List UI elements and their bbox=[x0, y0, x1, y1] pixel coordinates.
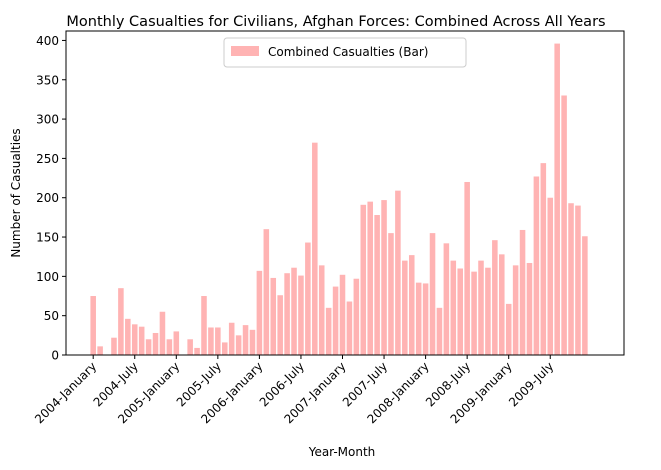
bar bbox=[443, 243, 450, 355]
y-tick-label: 150 bbox=[36, 231, 59, 245]
bar bbox=[325, 307, 332, 355]
legend: Combined Casualties (Bar) bbox=[223, 37, 467, 68]
bar bbox=[111, 337, 117, 355]
x-axis: 2004-January2004-July2005-January2005-Ju… bbox=[32, 355, 556, 426]
bar bbox=[125, 318, 131, 355]
y-tick-label: 0 bbox=[51, 349, 59, 363]
bar bbox=[457, 268, 463, 355]
bar bbox=[208, 327, 214, 355]
y-axis-label: Number of Casualties bbox=[9, 128, 23, 257]
bar bbox=[422, 283, 429, 355]
bar bbox=[429, 233, 436, 355]
bar bbox=[395, 190, 401, 355]
y-tick-label: 100 bbox=[36, 270, 59, 284]
plot-frame bbox=[65, 30, 625, 356]
bar bbox=[492, 240, 498, 355]
bar bbox=[353, 278, 360, 355]
y-tick-label: 400 bbox=[36, 34, 59, 48]
bar bbox=[547, 197, 554, 355]
bar bbox=[415, 282, 422, 355]
bar bbox=[222, 342, 228, 355]
bar bbox=[249, 329, 256, 355]
bar bbox=[194, 347, 200, 355]
bar bbox=[402, 260, 408, 355]
bar bbox=[540, 163, 547, 355]
bar bbox=[505, 303, 512, 355]
bar bbox=[332, 286, 339, 355]
bar bbox=[97, 346, 103, 355]
bar bbox=[118, 288, 124, 355]
bar bbox=[131, 324, 138, 355]
legend-label: Combined Casualties (Bar) bbox=[268, 45, 428, 59]
bar bbox=[478, 260, 484, 355]
y-tick-label: 250 bbox=[36, 152, 59, 166]
legend-swatch bbox=[231, 46, 259, 56]
bar bbox=[471, 271, 477, 355]
bar bbox=[519, 229, 526, 355]
bar bbox=[485, 267, 491, 355]
bar bbox=[499, 254, 505, 355]
x-tick-label: 2009-July bbox=[506, 359, 556, 409]
x-axis-label: Year-Month bbox=[308, 445, 376, 459]
y-tick-label: 200 bbox=[36, 191, 59, 205]
bar bbox=[277, 295, 283, 355]
bar bbox=[263, 229, 270, 355]
bar bbox=[436, 307, 443, 355]
bar bbox=[374, 215, 380, 355]
bar bbox=[284, 273, 290, 355]
bar bbox=[561, 95, 567, 356]
bar bbox=[201, 296, 207, 355]
bar bbox=[450, 260, 457, 355]
bar bbox=[339, 274, 346, 355]
bar bbox=[575, 205, 581, 355]
bar bbox=[464, 181, 470, 355]
bar bbox=[582, 236, 588, 355]
bar bbox=[408, 255, 415, 355]
bar bbox=[381, 200, 387, 355]
bar bbox=[568, 203, 574, 355]
bar bbox=[554, 43, 560, 355]
bar bbox=[298, 275, 304, 355]
bar bbox=[166, 339, 173, 355]
chart-title: Monthly Casualties for Civilians, Afghan… bbox=[66, 14, 605, 30]
y-tick-label: 350 bbox=[36, 73, 59, 87]
y-tick-label: 50 bbox=[44, 309, 59, 323]
bar bbox=[388, 233, 394, 355]
bar bbox=[90, 296, 96, 355]
bar bbox=[152, 332, 159, 355]
bar bbox=[228, 322, 235, 355]
bar bbox=[215, 327, 221, 355]
bar bbox=[346, 301, 353, 355]
bar bbox=[235, 335, 242, 355]
bar bbox=[312, 142, 318, 355]
y-axis: 0 50 100 150 200 250 300 350 400 bbox=[36, 34, 66, 363]
bars-group bbox=[90, 43, 588, 356]
bar bbox=[242, 325, 249, 355]
bar bbox=[270, 277, 277, 355]
bar bbox=[526, 262, 533, 355]
bar bbox=[145, 339, 152, 355]
bar bbox=[305, 242, 311, 355]
bar bbox=[512, 265, 519, 355]
bar bbox=[360, 204, 367, 355]
legend-box bbox=[223, 37, 467, 68]
bar bbox=[256, 270, 263, 355]
bar bbox=[159, 311, 166, 355]
bar bbox=[533, 176, 540, 355]
bar bbox=[187, 339, 193, 355]
bar bbox=[173, 331, 180, 355]
x-tick-label: 2004-January bbox=[32, 359, 99, 426]
bar bbox=[138, 326, 145, 355]
y-tick-label: 300 bbox=[36, 113, 59, 127]
bar bbox=[318, 265, 325, 355]
bar bbox=[291, 267, 297, 355]
bar bbox=[367, 201, 373, 355]
